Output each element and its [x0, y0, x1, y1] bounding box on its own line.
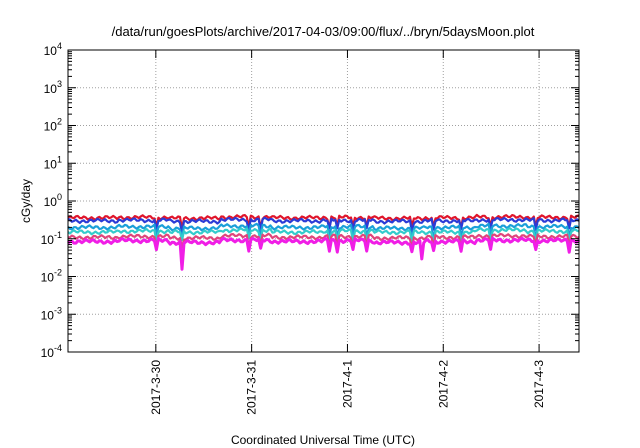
- x-tick-label: 2017-4-2: [436, 360, 450, 408]
- y-tick-label: 103: [44, 79, 62, 96]
- y-tick-label: 102: [44, 117, 62, 134]
- series-line: [67, 227, 580, 245]
- y-tick-labels: 10-4 10-3 10-2 10-1 100 101 102 103 104: [41, 41, 62, 360]
- y-tick-label: 10-2: [41, 268, 62, 285]
- x-tick-label: 2017-4-3: [532, 360, 546, 408]
- y-tick-label: 101: [44, 154, 62, 171]
- ticks: [68, 49, 579, 353]
- x-axis-label: Coordinated Universal Time (UTC): [231, 433, 415, 447]
- grid: [68, 50, 579, 352]
- x-tick-label: 2017-4-1: [340, 360, 354, 408]
- y-tick-label: 100: [44, 192, 62, 209]
- y-tick-label: 10-1: [41, 230, 62, 247]
- series-group: [67, 213, 581, 271]
- series-line: [67, 216, 580, 235]
- y-tick-label: 10-3: [41, 305, 62, 322]
- y-tick-label: 10-4: [41, 343, 62, 360]
- x-tick-label: 2017-3-31: [245, 360, 259, 415]
- y-tick-label: 104: [44, 41, 62, 58]
- series-line: [67, 213, 580, 230]
- series-line: [67, 222, 580, 241]
- chart-title: /data/run/goesPlots/archive/2017-04-03/0…: [112, 24, 535, 39]
- x-tick-label: 2017-3-30: [149, 360, 163, 415]
- y-axis-label: cGy/day: [19, 179, 33, 223]
- x-tick-labels: 2017-3-30 2017-3-31 2017-4-1 2017-4-2 2017-4…: [149, 360, 546, 415]
- series-line: [67, 236, 581, 271]
